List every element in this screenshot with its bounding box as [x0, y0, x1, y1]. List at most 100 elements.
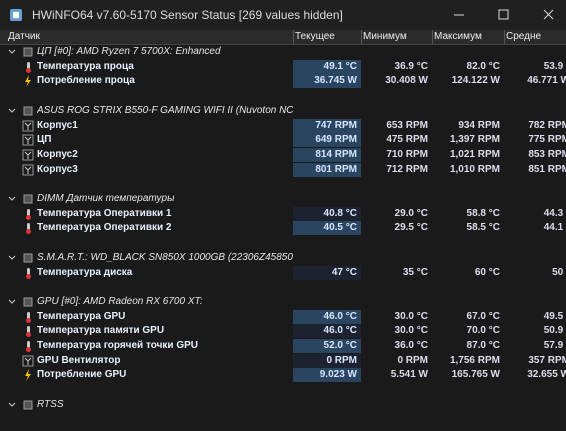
sensor-group[interactable]: DIMM Датчик температуры: [0, 192, 566, 207]
column-divider: [361, 30, 362, 44]
sensor-label: Корпус2: [37, 148, 78, 160]
sensor-group[interactable]: GPU [#0]: AMD Radeon RX 6700 XT:: [0, 295, 566, 310]
sensor-value: 32.655 W: [527, 369, 566, 381]
sensor-row[interactable]: Потребление GPU 9.023 W 5.541 W 165.765 W 32…: [0, 368, 566, 383]
sensor-value: 46.0 °C: [293, 324, 361, 339]
sensor-value: 9.023 W: [293, 368, 361, 383]
sensor-value: 475 RPM: [386, 134, 428, 146]
sensor-label: Температура памяти GPU: [37, 325, 165, 337]
sensor-value: 60 °C: [474, 266, 500, 278]
group-name: RTSS: [37, 398, 64, 410]
sensor-row[interactable]: Температура памяти GPU 46.0 °C 30.0 °C 70.0…: [0, 324, 566, 339]
temp-icon: [26, 267, 31, 279]
sensor-value: 87.0 °C: [466, 340, 500, 351]
temp-icon: [26, 326, 31, 338]
sensor-label: Температура диска: [37, 266, 133, 278]
sensor-row[interactable]: Температура GPU 46.0 °C 30.0 °C 67.0 °C 49.5…: [0, 309, 566, 325]
collapse-toggle[interactable]: [6, 192, 18, 206]
sensor-label: Температура проца: [37, 60, 134, 72]
sensor-value: 775 RPM: [528, 134, 566, 146]
sensor-value: 934 RPM: [458, 119, 500, 131]
sensor-value: 1,397 RPM: [449, 134, 500, 146]
sensor-value: 50.9 °: [543, 325, 566, 337]
sensor-label: Потребление проца: [37, 75, 135, 87]
sensor-value: 712 RPM: [386, 163, 428, 175]
sensor-value: 0 RPM: [397, 354, 428, 366]
sensor-value: 46.0 °C: [293, 309, 361, 324]
sensor-value: 70.0 °C: [466, 325, 500, 337]
column-divider: [293, 30, 294, 44]
sensor-value: 653 RPM: [386, 119, 428, 131]
power-icon: [25, 75, 31, 88]
column-title[interactable]: Средне: [506, 31, 542, 42]
sensor-value: 44.3 °: [543, 207, 566, 219]
sensor-row[interactable]: Корпус1 747 RPM 653 RPM 934 RPM 782 RPM: [0, 118, 566, 134]
sensor-value: 40.8 °C: [293, 206, 361, 221]
sensor-row[interactable]: Температура Оперативки 2 40.5 °C 29.5 °C 58…: [0, 221, 566, 236]
sensor-group[interactable]: S.M.A.R.T.: WD_BLACK SN850X 1000GB (2230…: [0, 251, 566, 266]
sensor-value: 747 RPM: [293, 118, 361, 133]
sensor-value: 46.771 W: [527, 75, 566, 87]
sensor-value: 82.0 °C: [466, 60, 500, 72]
sensor-label: Температура Оперативки 2: [37, 222, 172, 234]
fan-icon: [22, 134, 34, 146]
sensor-row[interactable]: Потребление проца 36.745 W 30.408 W 124.122…: [0, 74, 566, 89]
group-name: ASUS ROG STRIX B550-F GAMING WIFI II (Nu…: [37, 104, 293, 116]
sensor-row[interactable]: Корпус3 801 RPM 712 RPM 1,010 RPM 851 RPM: [0, 162, 566, 178]
sensor-value: 29.5 °C: [394, 222, 428, 234]
sensor-group[interactable]: ЦП [#0]: AMD Ryzen 7 5700X: Enhanced: [0, 45, 566, 60]
sensor-label: Температура Оперативки 1: [37, 207, 172, 219]
collapse-toggle[interactable]: [6, 251, 18, 265]
temp-icon: [26, 311, 31, 323]
sensor-value: 124.122 W: [451, 75, 500, 87]
sensor-row[interactable]: ЦП 649 RPM 475 RPM 1,397 RPM 775 RPM: [0, 133, 566, 148]
column-title[interactable]: Максимум: [434, 31, 482, 42]
sensor-value: 1,021 RPM: [449, 148, 500, 160]
sensor-row[interactable]: Температура проца 49.1 °C 36.9 °C 82.0 °C 53…: [0, 59, 566, 75]
window-title: HWiNFO64 v7.60-5170 Sensor Status [269 v…: [32, 8, 343, 22]
column-header: Датчик Текущее Минимум Максимум Средне: [0, 30, 566, 45]
column-divider: [504, 30, 505, 44]
sensor-value: 67.0 °C: [466, 310, 500, 322]
sensor-value: 58.8 °C: [466, 207, 500, 219]
title-bar: HWiNFO64 v7.60-5170 Sensor Status [269 v…: [0, 0, 566, 30]
collapse-toggle[interactable]: [6, 104, 18, 118]
column-title[interactable]: Датчик: [8, 31, 40, 42]
sensor-value: 5.541 W: [390, 369, 428, 381]
device-icon: [23, 194, 33, 204]
sensor-value: 0 RPM: [293, 353, 361, 368]
sensor-value: 47 °C: [293, 265, 361, 280]
window-controls[interactable]: [426, 0, 566, 30]
sensor-group[interactable]: ASUS ROG STRIX B550-F GAMING WIFI II (Nu…: [0, 104, 566, 119]
device-icon: [23, 106, 33, 116]
sensor-value: 52.0 °C: [293, 339, 361, 353]
sensor-value: 29.0 °C: [394, 207, 428, 219]
sensor-label: Корпус1: [37, 119, 78, 131]
sensor-value: 165.765 W: [451, 369, 500, 381]
sensor-value: 58.5 °C: [466, 222, 500, 234]
sensor-row[interactable]: Корпус2 814 RPM 710 RPM 1,021 RPM 853 RPM: [0, 147, 566, 163]
collapse-toggle[interactable]: [6, 398, 18, 412]
sensor-label: ЦП: [37, 134, 52, 146]
sensor-row[interactable]: Температура диска 47 °C 35 °C 60 °C 50 °: [0, 265, 566, 281]
sensor-row[interactable]: GPU Вентилятор 0 RPM 0 RPM 1,756 RPM 357 RPM: [0, 353, 566, 369]
sensor-value: 50 °: [552, 266, 566, 278]
sensor-row[interactable]: Температура горячей точки GPU 52.0 °C 36.0…: [0, 339, 566, 354]
sensor-value: 57.9 °: [543, 340, 566, 351]
column-title[interactable]: Минимум: [363, 31, 407, 42]
power-icon: [25, 369, 31, 382]
sensor-label: Температура GPU: [37, 310, 126, 322]
column-title[interactable]: Текущее: [295, 31, 335, 42]
collapse-toggle[interactable]: [6, 295, 18, 309]
fan-icon: [22, 355, 34, 367]
device-icon: [23, 400, 33, 410]
sensor-label: Корпус3: [37, 163, 78, 175]
sensor-value: 710 RPM: [386, 148, 428, 160]
column-divider: [432, 30, 433, 44]
collapse-toggle[interactable]: [6, 45, 18, 59]
group-name: GPU [#0]: AMD Radeon RX 6700 XT:: [37, 295, 203, 307]
sensor-label: Потребление GPU: [37, 369, 127, 381]
sensor-row[interactable]: Температура Оперативки 1 40.8 °C 29.0 °C 58…: [0, 206, 566, 222]
sensor-group[interactable]: RTSS: [0, 398, 566, 413]
device-icon: [23, 47, 33, 57]
